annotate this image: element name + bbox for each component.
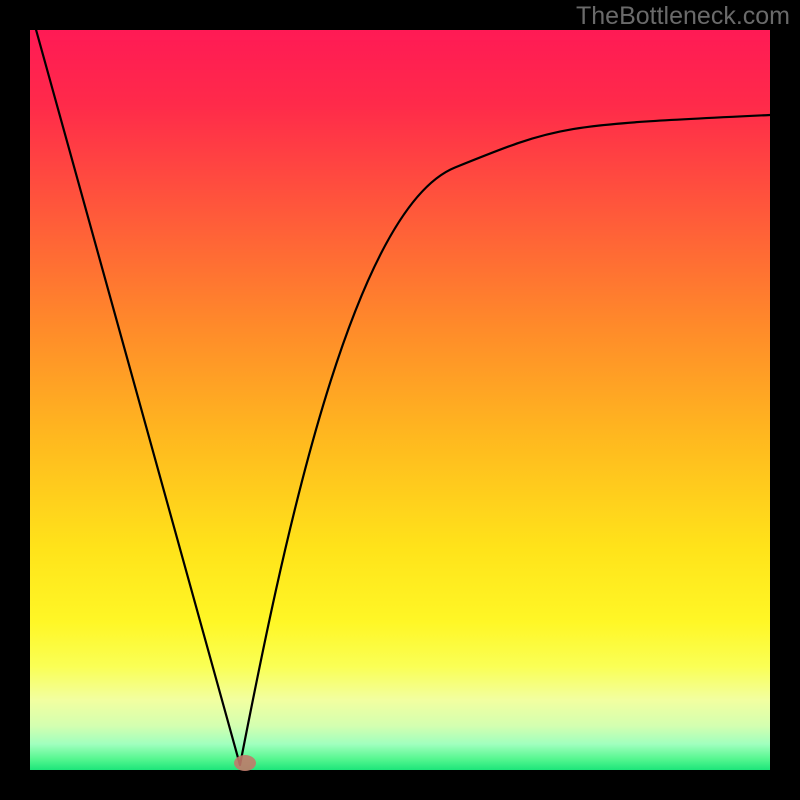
chart-svg bbox=[0, 0, 800, 800]
watermark-text: TheBottleneck.com bbox=[576, 2, 790, 31]
plot-area bbox=[30, 30, 770, 770]
vertex-marker bbox=[234, 755, 256, 771]
